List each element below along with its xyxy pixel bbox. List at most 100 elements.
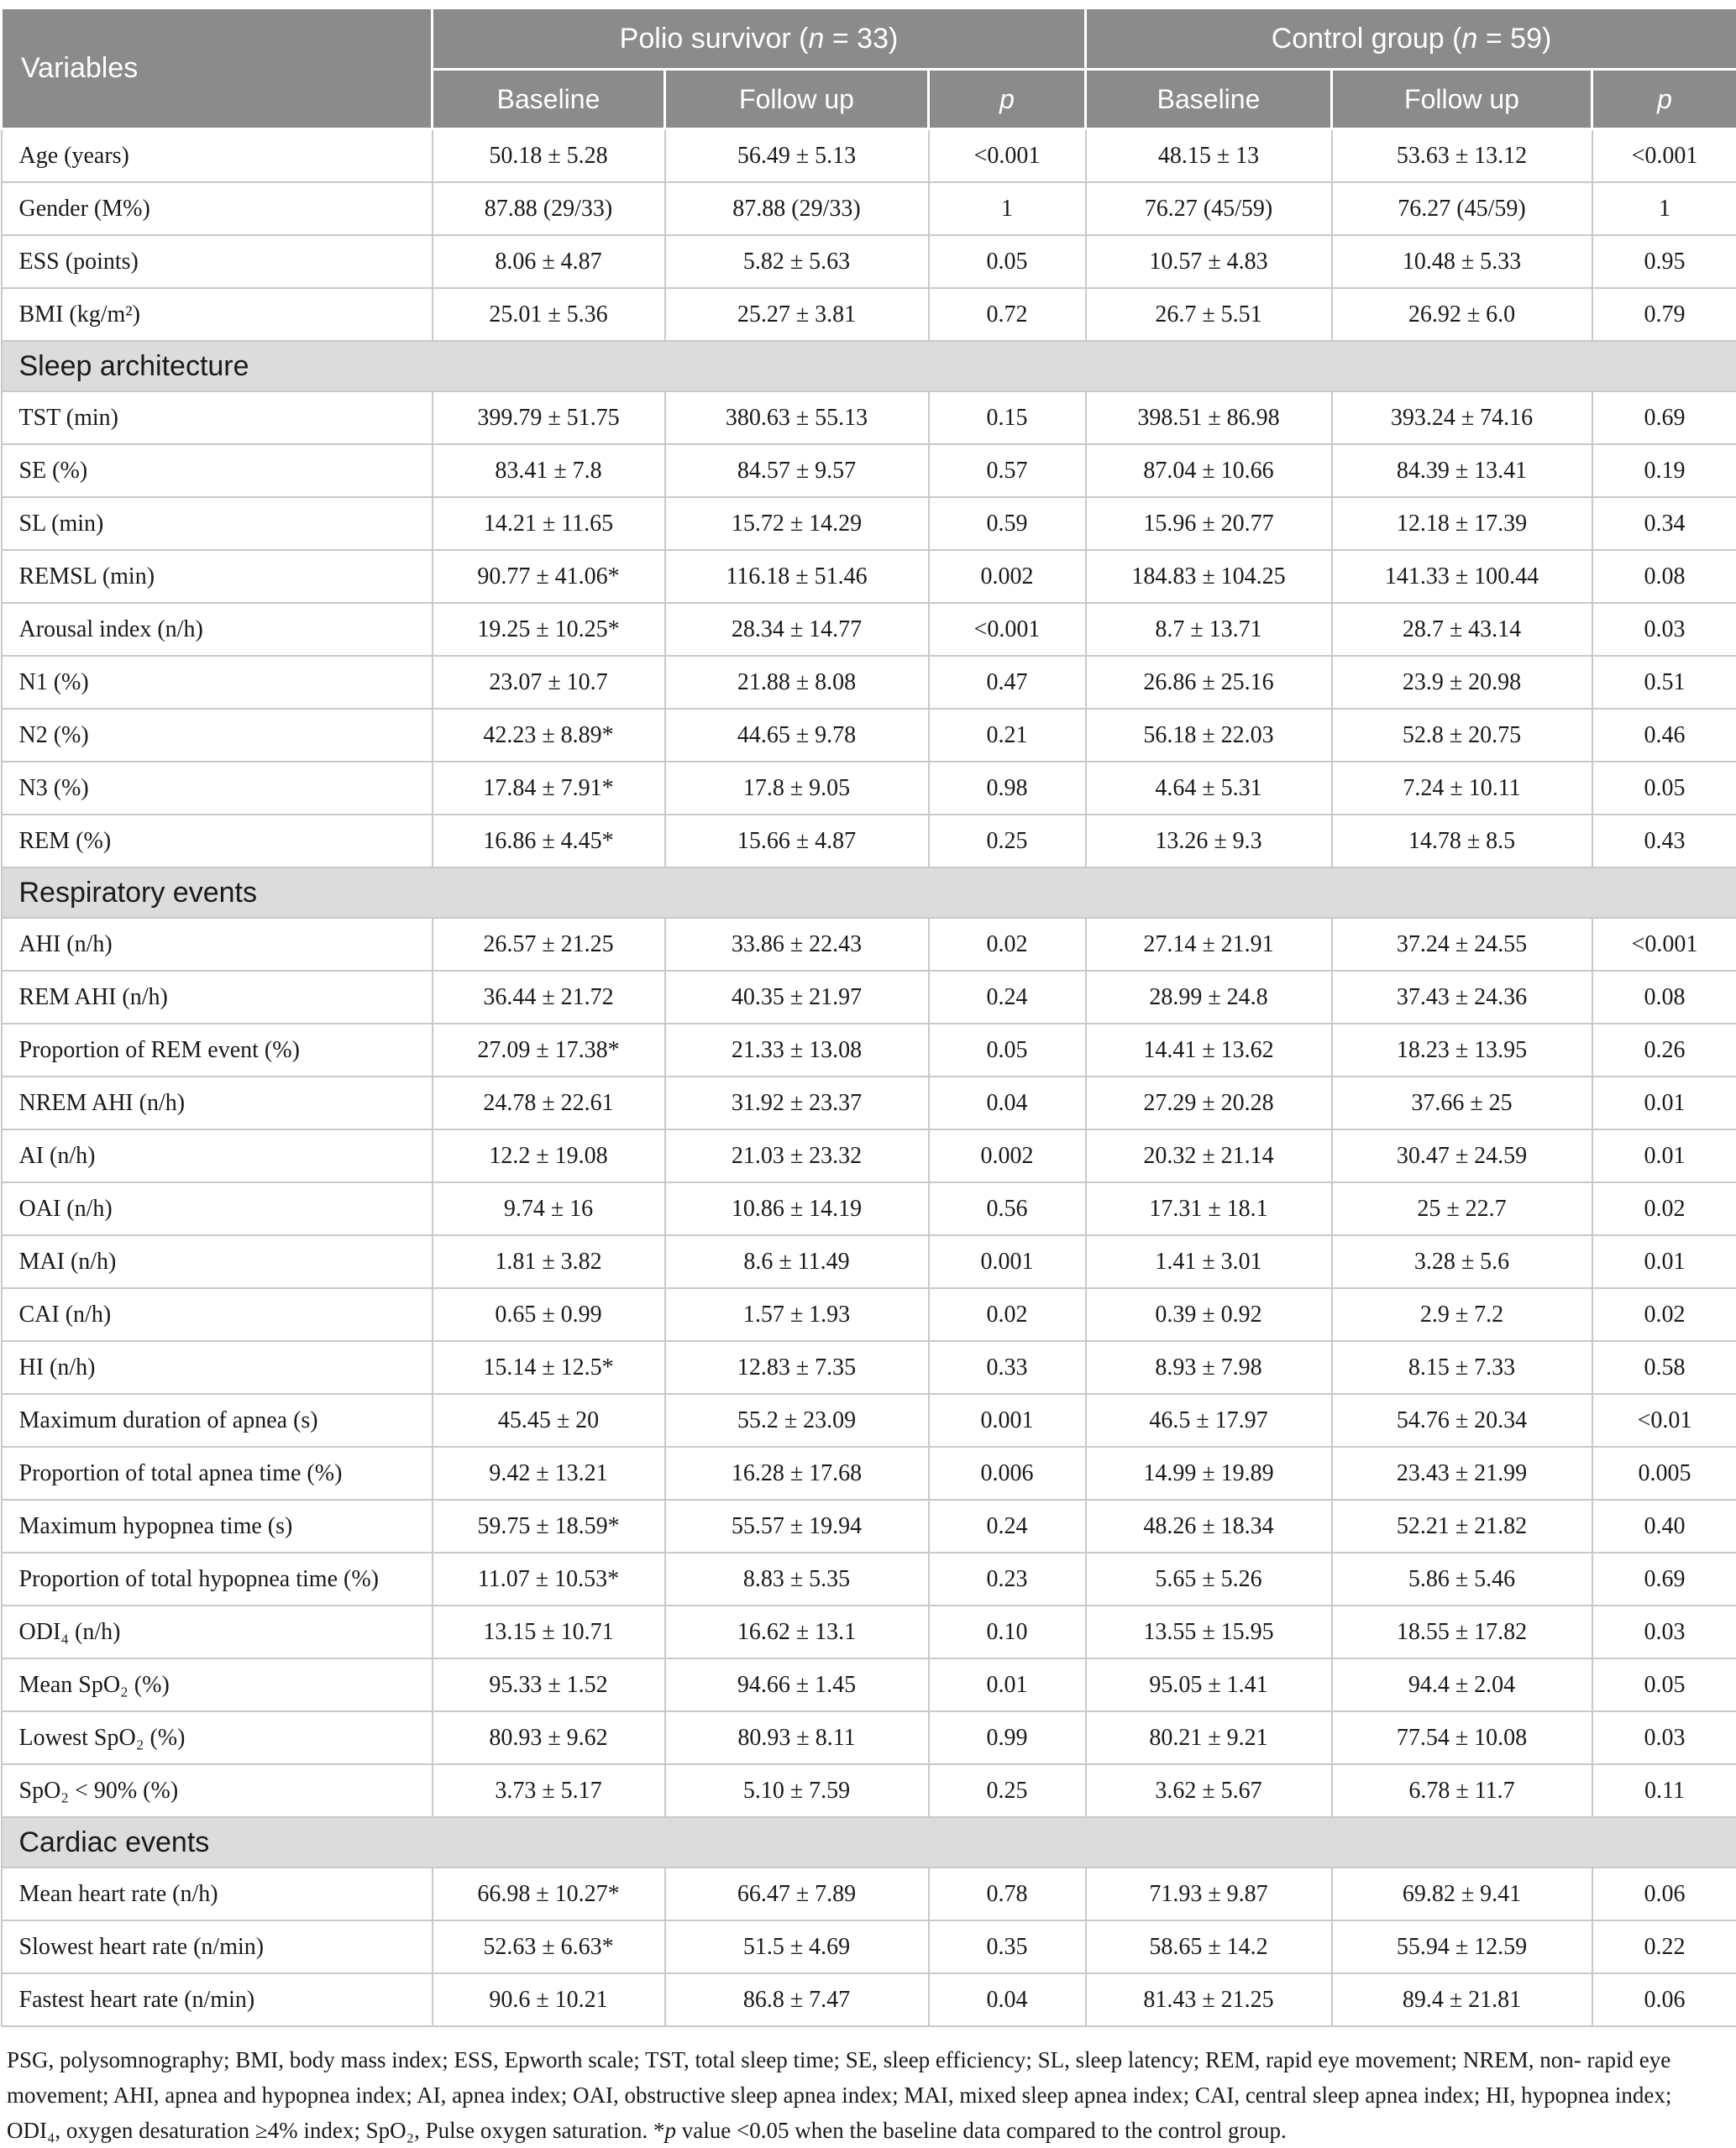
cell-p-control: <0.001 (1592, 129, 1736, 183)
column-header-baseline-control: Baseline (1086, 70, 1332, 129)
footnote-p-symbol: p (665, 2118, 677, 2143)
cell-followup-polio: 66.47 ± 7.89 (665, 1868, 929, 1920)
section-header-row: Sleep architecture (2, 341, 1736, 391)
cell-followup-control: 393.24 ± 74.16 (1332, 391, 1592, 444)
section-header-row: Respiratory events (2, 867, 1736, 918)
table-header: Variables Polio survivor (n = 33) Contro… (2, 8, 1736, 129)
cell-followup-control: 76.27 (45/59) (1332, 182, 1592, 235)
row-label: Slowest heart rate (n/min) (2, 1920, 433, 1973)
cell-baseline-control: 48.26 ± 18.34 (1086, 1500, 1332, 1553)
cell-followup-control: 7.24 ± 10.11 (1332, 762, 1592, 815)
cell-followup-control: 52.8 ± 20.75 (1332, 709, 1592, 762)
cell-baseline-polio: 27.09 ± 17.38* (433, 1024, 665, 1077)
cell-followup-polio: 33.86 ± 22.43 (665, 918, 929, 971)
table-row: REM (%) 16.86 ± 4.45* 15.66 ± 4.87 0.25 … (2, 815, 1736, 867)
cell-followup-control: 37.24 ± 24.55 (1332, 918, 1592, 971)
table-row: Maximum hypopnea time (s) 59.75 ± 18.59*… (2, 1500, 1736, 1553)
row-label: Maximum duration of apnea (s) (2, 1394, 433, 1447)
cell-baseline-control: 14.41 ± 13.62 (1086, 1024, 1332, 1077)
cell-baseline-polio: 36.44 ± 21.72 (433, 971, 665, 1024)
row-label: TST (min) (2, 391, 433, 444)
table-row: Proportion of total hypopnea time (%) 11… (2, 1553, 1736, 1606)
cell-baseline-polio: 17.84 ± 7.91* (433, 762, 665, 815)
cell-p-control: 0.01 (1592, 1235, 1736, 1288)
cell-baseline-polio: 3.73 ± 5.17 (433, 1764, 665, 1817)
table-row: N1 (%) 23.07 ± 10.7 21.88 ± 8.08 0.47 26… (2, 656, 1736, 709)
cell-followup-control: 10.48 ± 5.33 (1332, 235, 1592, 288)
table-row: Gender (M%) 87.88 (29/33) 87.88 (29/33) … (2, 182, 1736, 235)
cell-p-control: 0.06 (1592, 1868, 1736, 1920)
cell-baseline-control: 184.83 ± 104.25 (1086, 550, 1332, 603)
cell-baseline-control: 80.21 ± 9.21 (1086, 1711, 1332, 1764)
cell-followup-polio: 86.8 ± 7.47 (665, 1973, 929, 2026)
cell-followup-polio: 1.57 ± 1.93 (665, 1288, 929, 1341)
cell-p-control: 0.69 (1592, 391, 1736, 444)
cell-p-polio: 0.72 (929, 288, 1086, 341)
cell-p-control: <0.001 (1592, 918, 1736, 971)
cell-followup-control: 37.66 ± 25 (1332, 1077, 1592, 1129)
cell-p-control: 0.005 (1592, 1447, 1736, 1500)
cell-followup-control: 28.7 ± 43.14 (1332, 603, 1592, 656)
cell-baseline-polio: 83.41 ± 7.8 (433, 444, 665, 497)
group-label-suffix: = 59) (1477, 23, 1551, 55)
cell-baseline-polio: 26.57 ± 21.25 (433, 918, 665, 971)
table-row: Maximum duration of apnea (s) 45.45 ± 20… (2, 1394, 1736, 1447)
cell-p-control: 0.51 (1592, 656, 1736, 709)
cell-baseline-polio: 87.88 (29/33) (433, 182, 665, 235)
cell-followup-control: 23.43 ± 21.99 (1332, 1447, 1592, 1500)
cell-baseline-control: 48.15 ± 13 (1086, 129, 1332, 183)
row-label: Proportion of total apnea time (%) (2, 1447, 433, 1500)
cell-baseline-control: 17.31 ± 18.1 (1086, 1182, 1332, 1235)
cell-followup-control: 52.21 ± 21.82 (1332, 1500, 1592, 1553)
cell-baseline-control: 8.7 ± 13.71 (1086, 603, 1332, 656)
cell-p-polio: 0.02 (929, 918, 1086, 971)
cell-followup-control: 77.54 ± 10.08 (1332, 1711, 1592, 1764)
cell-p-polio: 0.23 (929, 1553, 1086, 1606)
cell-followup-polio: 116.18 ± 51.46 (665, 550, 929, 603)
row-label: REMSL (min) (2, 550, 433, 603)
cell-p-control: 0.11 (1592, 1764, 1736, 1817)
cell-baseline-polio: 19.25 ± 10.25* (433, 603, 665, 656)
cell-followup-polio: 40.35 ± 21.97 (665, 971, 929, 1024)
cell-p-control: 0.34 (1592, 497, 1736, 550)
group-label-suffix: = 33) (824, 23, 898, 55)
group-header-row: Variables Polio survivor (n = 33) Contro… (2, 8, 1736, 70)
cell-p-control: 0.03 (1592, 603, 1736, 656)
cell-baseline-control: 15.96 ± 20.77 (1086, 497, 1332, 550)
cell-baseline-polio: 15.14 ± 12.5* (433, 1341, 665, 1394)
row-label: AHI (n/h) (2, 918, 433, 971)
cell-baseline-control: 58.65 ± 14.2 (1086, 1920, 1332, 1973)
cell-followup-control: 18.23 ± 13.95 (1332, 1024, 1592, 1077)
table-footnote: PSG, polysomnography; BMI, body mass ind… (0, 2027, 1736, 2148)
table-row: OAI (n/h) 9.74 ± 16 10.86 ± 14.19 0.56 1… (2, 1182, 1736, 1235)
table-row: Lowest SpO₂ (%) 80.93 ± 9.62 80.93 ± 8.1… (2, 1711, 1736, 1764)
row-label: SL (min) (2, 497, 433, 550)
cell-baseline-control: 1.41 ± 3.01 (1086, 1235, 1332, 1288)
cell-baseline-control: 71.93 ± 9.87 (1086, 1868, 1332, 1920)
table-row: NREM AHI (n/h) 24.78 ± 22.61 31.92 ± 23.… (2, 1077, 1736, 1129)
row-label: Mean heart rate (n/h) (2, 1868, 433, 1920)
cell-followup-control: 89.4 ± 21.81 (1332, 1973, 1592, 2026)
cell-baseline-control: 10.57 ± 4.83 (1086, 235, 1332, 288)
cell-followup-polio: 8.6 ± 11.49 (665, 1235, 929, 1288)
group-label-text: Polio survivor ( (620, 23, 809, 55)
cell-baseline-polio: 399.79 ± 51.75 (433, 391, 665, 444)
cell-p-polio: 0.47 (929, 656, 1086, 709)
cell-p-control: 0.46 (1592, 709, 1736, 762)
cell-followup-polio: 10.86 ± 14.19 (665, 1182, 929, 1235)
cell-p-control: 0.43 (1592, 815, 1736, 867)
cell-baseline-polio: 23.07 ± 10.7 (433, 656, 665, 709)
column-header-control-group: Control group (n = 59) (1086, 8, 1736, 70)
table-row: HI (n/h) 15.14 ± 12.5* 12.83 ± 7.35 0.33… (2, 1341, 1736, 1394)
cell-baseline-polio: 90.6 ± 10.21 (433, 1973, 665, 2026)
cell-baseline-control: 28.99 ± 24.8 (1086, 971, 1332, 1024)
cell-followup-polio: 51.5 ± 4.69 (665, 1920, 929, 1973)
cell-baseline-polio: 25.01 ± 5.36 (433, 288, 665, 341)
cell-baseline-polio: 42.23 ± 8.89* (433, 709, 665, 762)
cell-p-control: 0.08 (1592, 550, 1736, 603)
cell-baseline-polio: 11.07 ± 10.53* (433, 1553, 665, 1606)
cell-p-polio: 0.57 (929, 444, 1086, 497)
group-label-n: n (1461, 23, 1477, 55)
cell-baseline-control: 27.14 ± 21.91 (1086, 918, 1332, 971)
cell-followup-polio: 16.28 ± 17.68 (665, 1447, 929, 1500)
